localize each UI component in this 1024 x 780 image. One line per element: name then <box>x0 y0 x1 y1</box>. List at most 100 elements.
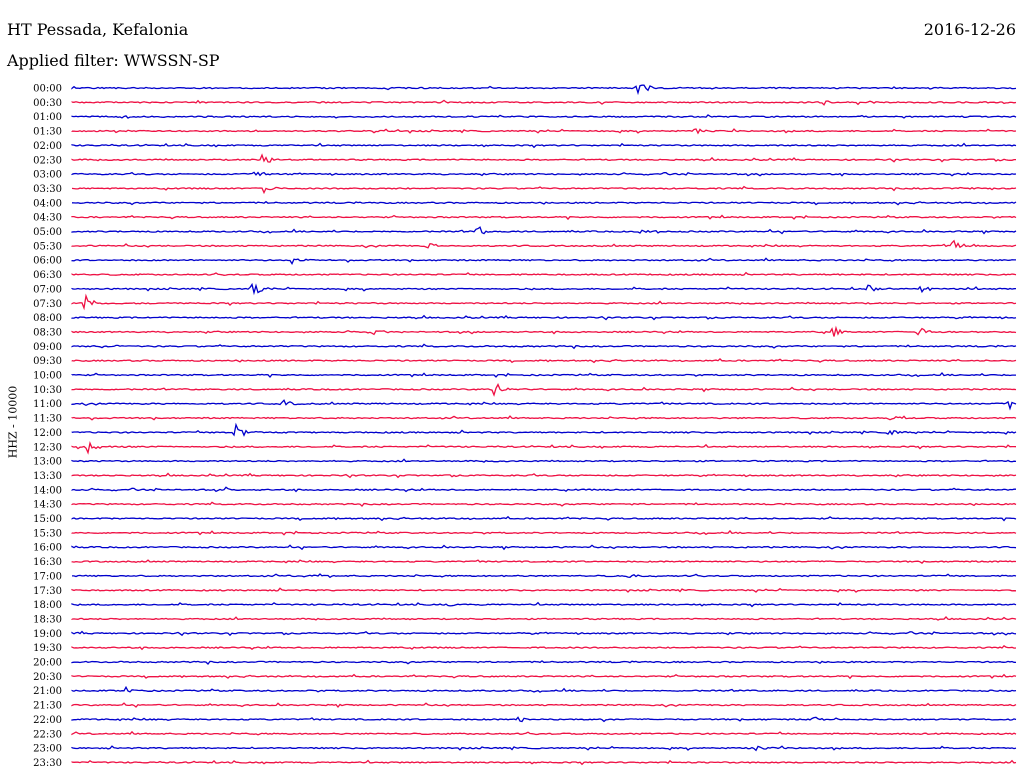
trace-line-2000 <box>71 660 1017 665</box>
trace-line-0200 <box>71 142 1017 149</box>
row-time-label: 10:30 <box>33 385 62 396</box>
row-time-label: 13:00 <box>33 457 62 468</box>
row-time-label: 03:00 <box>33 170 62 181</box>
trace-line-0800 <box>71 314 1017 321</box>
row-time-label: 20:30 <box>33 672 62 683</box>
trace-line-0600 <box>71 257 1016 265</box>
trace-line-0130 <box>71 128 1017 135</box>
row-time-label: 17:30 <box>33 586 62 597</box>
trace-line-1200 <box>71 422 1017 437</box>
trace-line-2100 <box>71 685 1017 693</box>
row-time-label: 04:00 <box>33 198 62 209</box>
trace-line-1430 <box>71 501 1017 508</box>
row-time-label: 04:30 <box>33 213 62 224</box>
row-time-label: 21:00 <box>33 686 62 697</box>
row-time-label: 16:30 <box>33 557 62 568</box>
row-time-label: 14:30 <box>33 500 62 511</box>
row-time-label: 15:30 <box>33 528 62 539</box>
row-time-label: 23:00 <box>33 744 62 755</box>
row-time-label: 11:30 <box>33 414 62 425</box>
row-time-label: 08:00 <box>33 313 62 324</box>
row-time-label: 00:00 <box>33 84 62 95</box>
trace-line-2030 <box>71 673 1017 680</box>
row-time-label: 12:30 <box>33 442 62 453</box>
trace-line-0330 <box>71 185 1017 195</box>
row-time-label: 20:00 <box>33 658 62 669</box>
row-time-label: 17:00 <box>33 571 62 582</box>
row-time-label: 18:00 <box>33 600 62 611</box>
row-time-label: 06:00 <box>33 256 62 267</box>
trace-line-2200 <box>71 716 1017 723</box>
trace-line-1930 <box>71 644 1017 651</box>
trace-line-2330 <box>71 759 1017 766</box>
filter-label: Applied filter: WWSSN-SP <box>7 51 220 70</box>
row-time-label: 01:30 <box>33 127 62 138</box>
trace-line-1600 <box>71 544 1017 551</box>
trace-line-1500 <box>71 515 1017 522</box>
trace-line-0400 <box>71 200 1017 206</box>
row-time-label: 15:00 <box>33 514 62 525</box>
row-time-label: 19:00 <box>33 629 62 640</box>
row-time-label: 07:30 <box>33 299 62 310</box>
row-time-label: 06:30 <box>33 270 62 281</box>
row-time-label: 07:00 <box>33 284 62 295</box>
row-time-label: 03:30 <box>33 184 62 195</box>
trace-line-1030 <box>71 382 1017 397</box>
trace-line-1300 <box>71 458 1017 463</box>
date-label: 2016-12-26 <box>923 20 1016 39</box>
row-time-label: 05:30 <box>33 241 62 252</box>
row-time-label: 01:00 <box>33 112 62 123</box>
row-time-label: 05:00 <box>33 227 62 238</box>
trace-line-0430 <box>71 214 1017 221</box>
row-time-label: 22:00 <box>33 715 62 726</box>
row-time-label: 14:00 <box>33 485 62 496</box>
row-time-label: 21:30 <box>33 701 62 712</box>
trace-line-1630 <box>71 559 1017 564</box>
trace-line-1900 <box>71 630 1017 637</box>
station-title: HT Pessada, Kefalonia <box>7 20 189 39</box>
trace-line-1730 <box>71 587 1017 593</box>
row-time-label: 10:00 <box>33 371 62 382</box>
trace-line-2300 <box>71 745 1017 752</box>
trace-line-1800 <box>71 601 1017 608</box>
row-time-label: 23:30 <box>33 758 62 769</box>
trace-line-1330 <box>71 472 1017 479</box>
row-time-label: 18:30 <box>33 614 62 625</box>
row-time-label: 08:30 <box>33 327 62 338</box>
trace-line-0530 <box>71 239 1017 249</box>
trace-line-1830 <box>71 616 1017 621</box>
trace-line-1400 <box>71 486 1016 493</box>
trace-line-0100 <box>71 114 1017 119</box>
trace-line-1530 <box>71 529 1017 536</box>
row-time-label: 09:00 <box>33 342 62 353</box>
trace-line-1230 <box>71 441 1017 455</box>
trace-line-0630 <box>71 271 1017 276</box>
trace-line-0830 <box>71 325 1017 337</box>
trace-line-2230 <box>71 730 1017 736</box>
trace-line-0230 <box>71 153 1016 163</box>
row-time-label: 22:30 <box>33 729 62 740</box>
trace-line-0500 <box>71 226 1017 235</box>
row-time-label: 19:30 <box>33 643 62 654</box>
trace-line-0900 <box>71 343 1017 350</box>
trace-line-1700 <box>72 573 1017 579</box>
row-time-label: 12:00 <box>33 428 62 439</box>
trace-line-0300 <box>71 171 1017 177</box>
row-time-label: 16:00 <box>33 543 62 554</box>
row-time-label: 02:30 <box>33 155 62 166</box>
trace-line-2130 <box>71 702 1017 709</box>
trace-line-0000 <box>71 84 1017 96</box>
row-time-label: 13:30 <box>33 471 62 482</box>
row-time-label: 11:00 <box>33 399 62 410</box>
trace-line-1130 <box>71 415 1017 421</box>
row-time-label: 09:30 <box>33 356 62 367</box>
trace-line-0930 <box>71 358 1017 364</box>
trace-line-1000 <box>71 371 1016 379</box>
trace-line-0030 <box>71 99 1017 106</box>
row-time-label: 02:00 <box>33 141 62 152</box>
trace-line-1100 <box>71 399 1017 411</box>
trace-line-0700 <box>71 282 1017 296</box>
row-time-label: 00:30 <box>33 98 62 109</box>
trace-line-0730 <box>71 293 1017 311</box>
